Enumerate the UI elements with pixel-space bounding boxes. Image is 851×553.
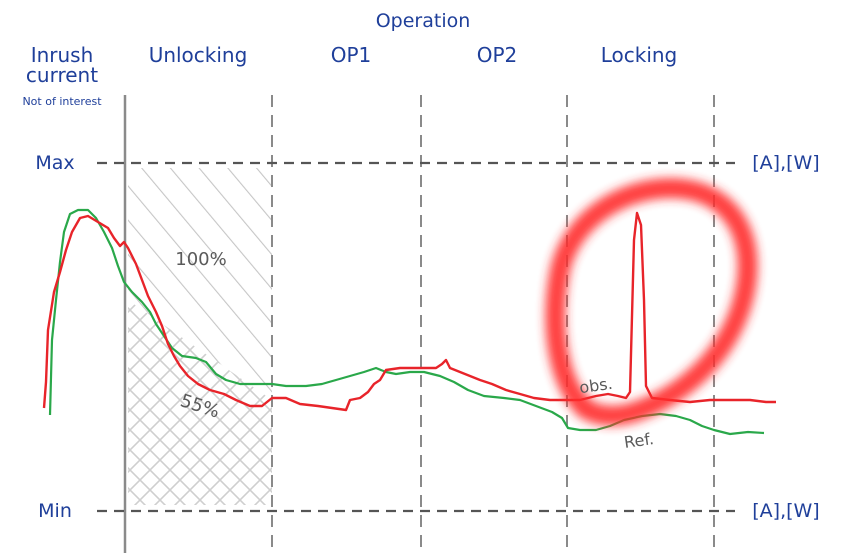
- min-label: Min: [38, 500, 72, 522]
- inrush-note: Not of interest: [22, 95, 102, 108]
- reference-label: Ref.: [623, 429, 655, 452]
- phase-label-locking: Locking: [601, 43, 678, 67]
- phase-label-unlocking: Unlocking: [149, 43, 248, 67]
- diagram-title: Operation: [376, 10, 471, 32]
- reference-curve: [48, 208, 765, 436]
- anomaly-highlight-circle: [545, 178, 758, 426]
- phase-label-inrush: Inrush: [31, 43, 94, 67]
- phase-label-op2: OP2: [477, 43, 518, 67]
- phase-dividers: [271, 95, 715, 553]
- unit-label-bottom: [A],[W]: [752, 500, 819, 522]
- unit-label-top: [A],[W]: [752, 152, 819, 174]
- phase-label-op1: OP1: [331, 43, 372, 67]
- max-label: Max: [35, 152, 74, 174]
- phase-label-inrush-2: current: [26, 63, 98, 87]
- observed-label: obs.: [578, 374, 614, 397]
- upper-band-label: 100%: [175, 249, 226, 270]
- observed-curve: [42, 211, 776, 412]
